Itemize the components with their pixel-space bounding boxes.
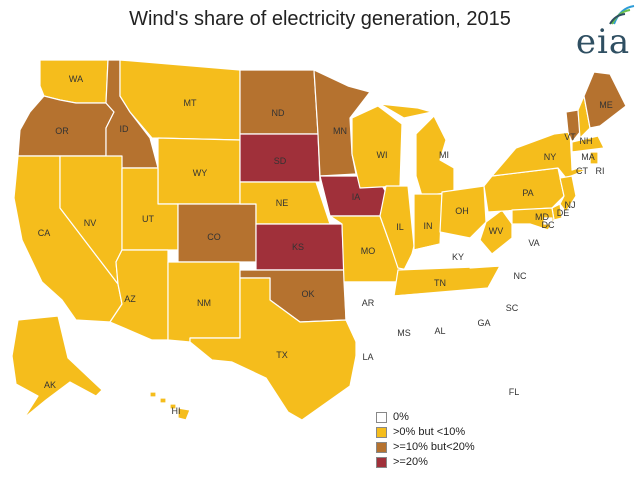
label-VT: VT	[564, 132, 576, 142]
label-WY: WY	[193, 168, 208, 178]
label-MO: MO	[361, 246, 376, 256]
label-AL: AL	[434, 326, 445, 336]
state-OH[interactable]	[439, 185, 487, 239]
legend-swatch	[376, 426, 387, 438]
label-MD: MD	[535, 212, 549, 222]
state-DC[interactable]	[543, 217, 553, 225]
label-MN: MN	[333, 126, 347, 136]
label-MS: MS	[397, 328, 411, 338]
label-IA: IA	[352, 192, 361, 202]
label-AK: AK	[44, 380, 56, 390]
label-MI: MI	[439, 150, 449, 160]
label-TN: TN	[434, 278, 446, 288]
label-KY: KY	[452, 252, 464, 262]
label-TX: TX	[276, 350, 288, 360]
legend-label: >0% but <10%	[393, 426, 466, 438]
label-NC: NC	[514, 271, 527, 281]
label-LA: LA	[362, 352, 373, 362]
label-CO: CO	[207, 232, 221, 242]
label-CA: CA	[38, 228, 51, 238]
label-MA: MA	[581, 152, 595, 162]
label-NE: NE	[276, 198, 289, 208]
state-MI[interactable]	[379, 103, 455, 197]
label-SC: SC	[506, 303, 519, 313]
legend-label: >=20%	[393, 456, 428, 468]
eia-sunburst-logo-icon	[609, 5, 635, 25]
label-OK: OK	[301, 289, 314, 299]
label-WA: WA	[69, 74, 83, 84]
label-CT: CT	[576, 166, 588, 176]
label-WV: WV	[489, 226, 504, 236]
label-NH: NH	[580, 136, 593, 146]
label-GA: GA	[477, 318, 490, 328]
label-DE: DE	[557, 208, 570, 218]
state-GA[interactable]	[451, 289, 513, 361]
legend: 0% >0% but <10% >=10% but<20% >=20%	[376, 410, 546, 470]
state-SD[interactable]	[239, 133, 321, 183]
label-RI: RI	[596, 166, 605, 176]
label-ME: ME	[599, 100, 613, 110]
state-AK[interactable]	[11, 315, 103, 419]
state-CT[interactable]	[571, 151, 591, 171]
state-MD[interactable]	[511, 207, 555, 231]
label-VA: VA	[528, 238, 539, 248]
legend-label: >=10% but<20%	[393, 441, 475, 453]
legend-swatch	[376, 411, 387, 423]
state-AR[interactable]	[343, 281, 397, 335]
label-DC: DC	[542, 220, 555, 230]
label-NJ: NJ	[565, 200, 576, 210]
label-AR: AR	[362, 298, 375, 308]
state-TX[interactable]	[189, 277, 359, 421]
legend-label: 0%	[393, 411, 409, 423]
state-MA[interactable]	[571, 135, 605, 153]
state-ND[interactable]	[239, 69, 319, 135]
eia-logo: eia	[570, 4, 636, 64]
state-ME[interactable]	[583, 71, 627, 129]
label-KS: KS	[292, 242, 304, 252]
label-ID: ID	[120, 124, 130, 134]
label-NY: NY	[544, 152, 557, 162]
state-FL[interactable]	[431, 355, 529, 425]
us-wind-share-map: WA OR CA ID NV MT WY UT AZ CO NM ND SD N…	[11, 59, 627, 425]
label-MT: MT	[184, 98, 197, 108]
eia-logo-text: eia	[575, 22, 631, 62]
state-WI[interactable]	[351, 105, 403, 189]
label-NV: NV	[84, 218, 97, 228]
state-HI[interactable]	[149, 391, 191, 421]
label-ND: ND	[272, 108, 285, 118]
state-IL[interactable]	[379, 185, 415, 271]
state-NJ[interactable]	[559, 175, 577, 213]
legend-swatch	[376, 441, 387, 453]
legend-item: 0%	[376, 410, 546, 424]
map-title: Wind's share of electricity generation, …	[129, 8, 511, 30]
label-NM: NM	[197, 298, 211, 308]
label-OR: OR	[55, 126, 69, 136]
legend-swatch	[376, 456, 387, 468]
label-IL: IL	[396, 222, 404, 232]
label-UT: UT	[142, 214, 154, 224]
label-WI: WI	[377, 150, 388, 160]
label-HI: HI	[172, 406, 181, 416]
label-FL: FL	[509, 387, 520, 397]
label-AZ: AZ	[124, 294, 136, 304]
label-OH: OH	[455, 206, 469, 216]
label-PA: PA	[522, 188, 533, 198]
label-SD: SD	[274, 156, 287, 166]
legend-item: >=20%	[376, 455, 546, 469]
state-VT[interactable]	[565, 109, 581, 143]
label-IN: IN	[424, 221, 433, 231]
legend-item: >=10% but<20%	[376, 440, 546, 454]
legend-item: >0% but <10%	[376, 425, 546, 439]
